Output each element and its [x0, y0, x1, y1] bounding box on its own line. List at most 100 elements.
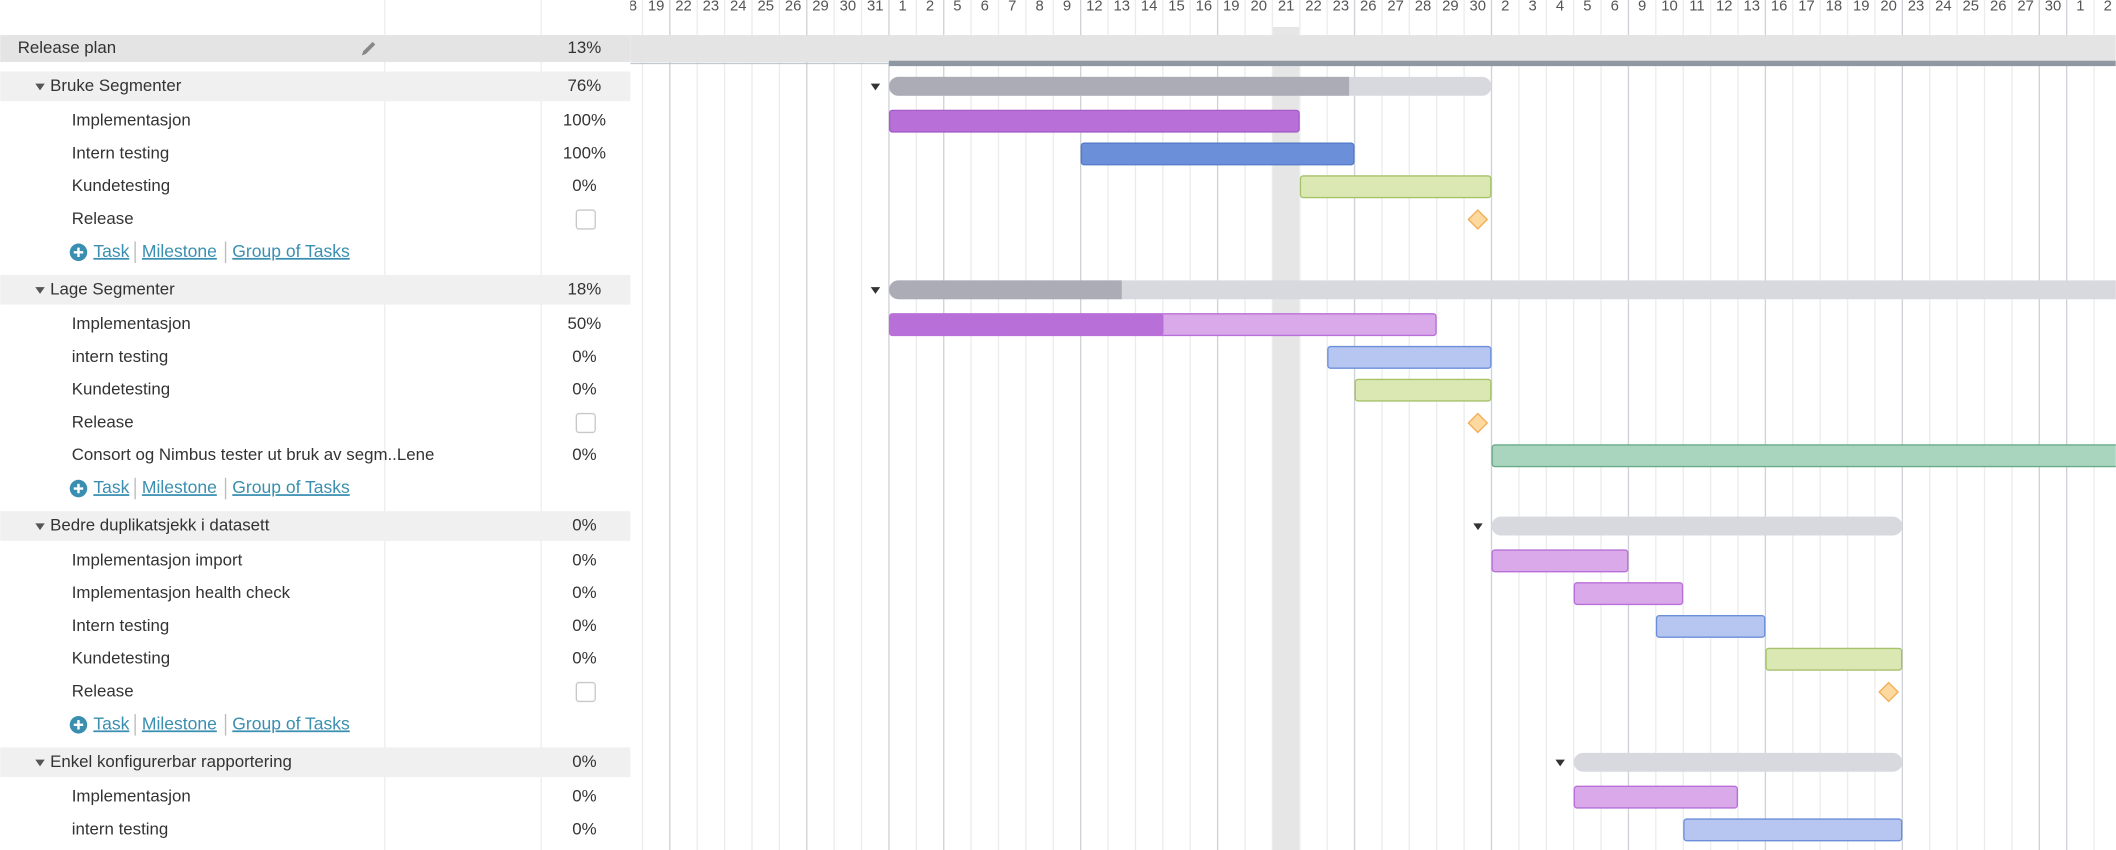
day-label: 13	[1114, 0, 1131, 15]
day-label: 18	[621, 0, 638, 15]
group-summary-bar	[888, 280, 2116, 300]
task-name: Implementasjon import	[72, 550, 243, 569]
collapse-toggle[interactable]	[35, 523, 45, 531]
day-label: 5	[953, 0, 961, 15]
task-name: Release	[72, 412, 134, 431]
add-link[interactable]: Task	[93, 713, 129, 733]
group-row	[0, 511, 631, 541]
group-row	[0, 274, 631, 305]
group-toggle	[1555, 759, 1565, 767]
task-name: Release	[72, 681, 134, 700]
plan-row	[0, 35, 631, 63]
day-label: 24	[1935, 0, 1952, 15]
add-link[interactable]: Group of Tasks	[232, 477, 350, 497]
milestone-checkbox[interactable]	[575, 209, 596, 230]
task-bar	[1491, 549, 1629, 573]
milestone	[1878, 681, 1900, 703]
group-summary-bar	[1491, 516, 1903, 536]
group-name: Lage Segmenter	[50, 279, 175, 298]
day-label: 19	[1853, 0, 1870, 15]
add-link[interactable]: Milestone	[142, 477, 217, 497]
day-label: 6	[1611, 0, 1619, 15]
task-bar	[1299, 175, 1492, 199]
task-name: Kundetesting	[72, 649, 170, 668]
task-bar	[1080, 142, 1355, 166]
day-label: 8	[1035, 0, 1043, 15]
task-name: Intern testing	[72, 143, 169, 162]
add-plus	[73, 720, 84, 730]
group-name: Enkel konfigurerbar rapportering	[50, 752, 292, 771]
add-link[interactable]: Task	[93, 477, 129, 497]
day-label: 1	[899, 0, 907, 15]
milestone-checkbox[interactable]	[575, 681, 596, 703]
task-bar	[888, 109, 1300, 133]
task-name: Release	[72, 209, 134, 228]
add-link[interactable]: Group of Tasks	[232, 241, 350, 261]
day-label: 23	[1333, 0, 1350, 15]
day-label: 23	[703, 0, 720, 15]
task-name: Implementasjon health check	[72, 583, 291, 602]
task-bar	[1573, 785, 1738, 809]
day-label: 25	[757, 0, 774, 15]
add-link[interactable]: Milestone	[142, 241, 217, 261]
day-label: 2	[2104, 0, 2112, 15]
group-progress: 18%	[568, 279, 602, 298]
day-label: 21	[1278, 0, 1295, 15]
collapse-toggle[interactable]	[35, 83, 45, 91]
plan-name: Release plan	[18, 38, 116, 57]
day-label: 7	[1008, 0, 1016, 15]
day-label: 3	[1528, 0, 1536, 15]
day-label: 12	[1086, 0, 1103, 15]
task-bar	[1655, 614, 1766, 638]
day-label: 18	[1826, 0, 1843, 15]
day-label: 6	[981, 0, 989, 15]
task-name: intern testing	[72, 819, 169, 838]
milestone-checkbox[interactable]	[575, 412, 596, 434]
day-label: 30	[2045, 0, 2061, 15]
day-label: 22	[1305, 0, 1322, 15]
task-list: Release plan 13% Bruke Segmenter 76% Impleme…	[0, 0, 631, 850]
task-name: Implementasjon	[72, 787, 191, 806]
day-label: 25	[1963, 0, 1980, 15]
day-label: 31	[867, 0, 884, 15]
plan-progress: 13%	[568, 38, 602, 57]
add-link[interactable]: Task	[93, 241, 129, 261]
task-name: Intern testing	[72, 616, 169, 635]
group-name: Bruke Segmenter	[50, 76, 182, 95]
day-label: 26	[1360, 0, 1377, 15]
collapse-toggle[interactable]	[35, 759, 45, 767]
day-label: 9	[1638, 0, 1646, 15]
day-label: 20	[1250, 0, 1267, 15]
task-bar	[1765, 647, 1903, 671]
day-label: 29	[812, 0, 829, 15]
group-progress-bar	[888, 76, 1350, 96]
day-label: 4	[1556, 0, 1564, 15]
day-label: 13	[1743, 0, 1759, 15]
task-bar	[1327, 345, 1492, 369]
task-progress: 50%	[568, 314, 602, 333]
edit-icon[interactable]	[361, 41, 376, 56]
timeline-bars	[870, 76, 2116, 842]
day-label: 29	[1442, 0, 1458, 15]
day-label: 26	[1990, 0, 2007, 15]
task-progress: 0%	[572, 583, 596, 602]
day-label: 5	[1583, 0, 1591, 15]
task-bar	[1683, 818, 1903, 842]
day-label: 16	[1196, 0, 1213, 15]
plan-bar	[888, 60, 2116, 67]
task-bar	[1573, 582, 1684, 606]
task-progress: 100%	[563, 111, 606, 130]
group-name: Bedre duplikatsjekk i datasett	[50, 516, 270, 535]
add-link[interactable]: Milestone	[142, 713, 217, 733]
add-plus	[73, 483, 84, 494]
add-plus	[73, 247, 84, 258]
collapse-toggle[interactable]	[35, 287, 45, 294]
add-link[interactable]: Group of Tasks	[232, 713, 350, 733]
day-label: 30	[1470, 0, 1487, 15]
task-name: Consort og Nimbus tester ut bruk av segm…	[72, 445, 402, 464]
task-progress: 0%	[572, 380, 596, 399]
task-progress: 0%	[572, 347, 596, 366]
day-label: 23	[1908, 0, 1924, 15]
